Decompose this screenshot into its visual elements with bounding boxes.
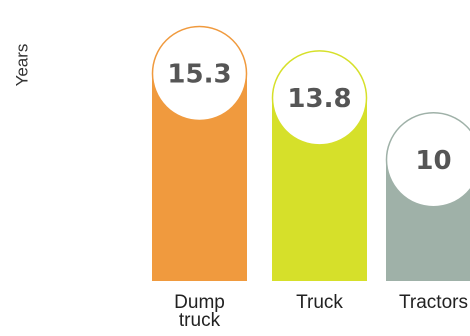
x-tick-label-0: Dump truck: [174, 292, 225, 331]
x-tick-label-1: Truck: [296, 292, 343, 313]
bar-label-circle-0: [151, 25, 248, 122]
x-tick-label-2: Tractors: [399, 292, 468, 313]
bar-label-circle-1: [271, 50, 368, 146]
bar-value-label-0: 15.3: [167, 60, 231, 90]
bar-label-circle-2: [385, 112, 470, 208]
bar-value-label-2: 10: [415, 146, 451, 176]
bar-value-label-1: 13.8: [287, 84, 351, 114]
